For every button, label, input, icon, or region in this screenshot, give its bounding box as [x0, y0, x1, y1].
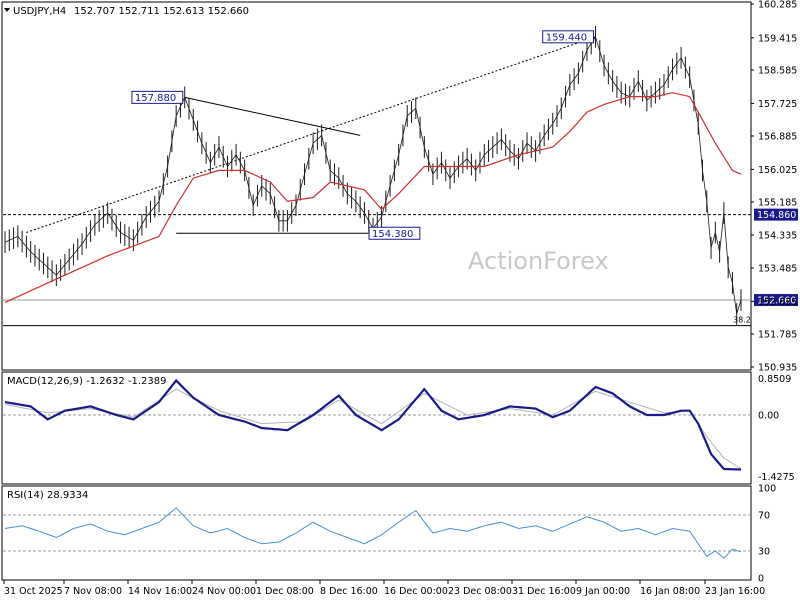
ohlc-label: 152.707 152.711 152.613 152.660	[74, 6, 249, 17]
price-y-tick-label: 154.335	[758, 231, 797, 242]
price-label-0: 157.880	[135, 93, 176, 104]
x-tick-label: 7 Nov 08:00	[64, 586, 122, 597]
data-layer: 157.880 159.440 154.380 38.2	[4, 25, 751, 559]
rsi-panel	[1, 485, 752, 581]
macd-y-tick-label: 0.8509	[758, 374, 791, 385]
macd-panel	[1, 371, 752, 485]
price-panel-frame	[1, 1, 752, 371]
fib-label: 38.2	[733, 316, 751, 325]
macd-y-tick-label: 0.00	[758, 411, 779, 422]
axis-tag-bg-4	[754, 294, 798, 307]
price-y-tick-label: 152.625	[758, 297, 797, 308]
price-panel	[1, 1, 752, 371]
x-tick-label: 8 Dec 16:00	[320, 586, 378, 597]
price-y-tick-label: 153.485	[758, 264, 797, 275]
price-y-tick-label: 157.725	[758, 99, 797, 110]
price-y-tick-label: 156.885	[758, 132, 797, 143]
axis-layer: 154.860 152.660 160.285 159.415 158.585 157.7…	[3, 0, 798, 597]
trend-line-3	[184, 96, 361, 136]
macd-y-tick-label: -1.4275	[758, 472, 795, 483]
price-y-tick-label: 151.785	[758, 330, 797, 341]
price-y-tick-label: 159.415	[758, 33, 797, 44]
price-y-tick-label: 155.185	[758, 198, 797, 209]
grid-layer	[3, 36, 751, 552]
x-tick-label: 14 Nov 16:00	[128, 586, 192, 597]
price-y-tick-label: 160.285	[758, 0, 797, 11]
macd-main-line	[4, 378, 742, 471]
price-label-box-1	[542, 30, 595, 44]
rsi-panel-frame	[1, 485, 752, 581]
price-y-tick-label: 150.935	[758, 363, 797, 374]
x-tick-label: 1 Dec 08:00	[256, 586, 314, 597]
macd-title: MACD(12,26,9) -1.2632 -1.2389	[7, 376, 167, 387]
x-tick-label: 24 Nov 00:00	[192, 586, 256, 597]
x-tick-label: 16 Jan 08:00	[640, 586, 700, 597]
price-series-close	[4, 35, 742, 315]
rsi-y-tick-label: 0	[758, 574, 764, 585]
macd-panel-frame	[1, 371, 752, 485]
rsi-title: RSI(14) 28.9334	[7, 490, 88, 501]
price-y-tick-label: 156.025	[758, 165, 797, 176]
rsi-y-tick-label: 70	[758, 511, 770, 522]
price-label-2: 154.380	[372, 229, 413, 240]
x-tick-label: 31 Oct 2025	[4, 586, 63, 597]
x-tick-label: 16 Dec 00:00	[384, 586, 448, 597]
price-series-ma	[4, 92, 742, 303]
axis-tag-4: 152.660	[757, 296, 796, 307]
x-tick-label: 23 Dec 08:00	[448, 586, 512, 597]
trend-line-5	[26, 36, 596, 233]
macd-signal-line	[4, 388, 742, 470]
price-label-1: 159.440	[546, 32, 587, 43]
x-tick-label: 23 Jan 16:00	[705, 586, 765, 597]
price-y-tick-label: 158.585	[758, 66, 797, 77]
dropdown-arrow-icon[interactable]	[4, 8, 10, 12]
x-tick-label: 31 Dec 16:00	[512, 586, 576, 597]
axis-tag-3: 154.860	[757, 210, 796, 221]
price-label-box-0	[131, 90, 184, 104]
rsi-line	[4, 507, 742, 559]
x-tick-label: 9 Jan 00:00	[576, 586, 630, 597]
rsi-y-tick-label: 30	[758, 547, 770, 558]
symbol-label: USDJPY,H4	[13, 6, 66, 17]
watermark: ActionForex	[468, 247, 609, 275]
axis-tag-bg-3	[754, 208, 798, 221]
rsi-y-tick-label: 100	[758, 484, 776, 495]
price-label-box-2	[368, 226, 421, 240]
